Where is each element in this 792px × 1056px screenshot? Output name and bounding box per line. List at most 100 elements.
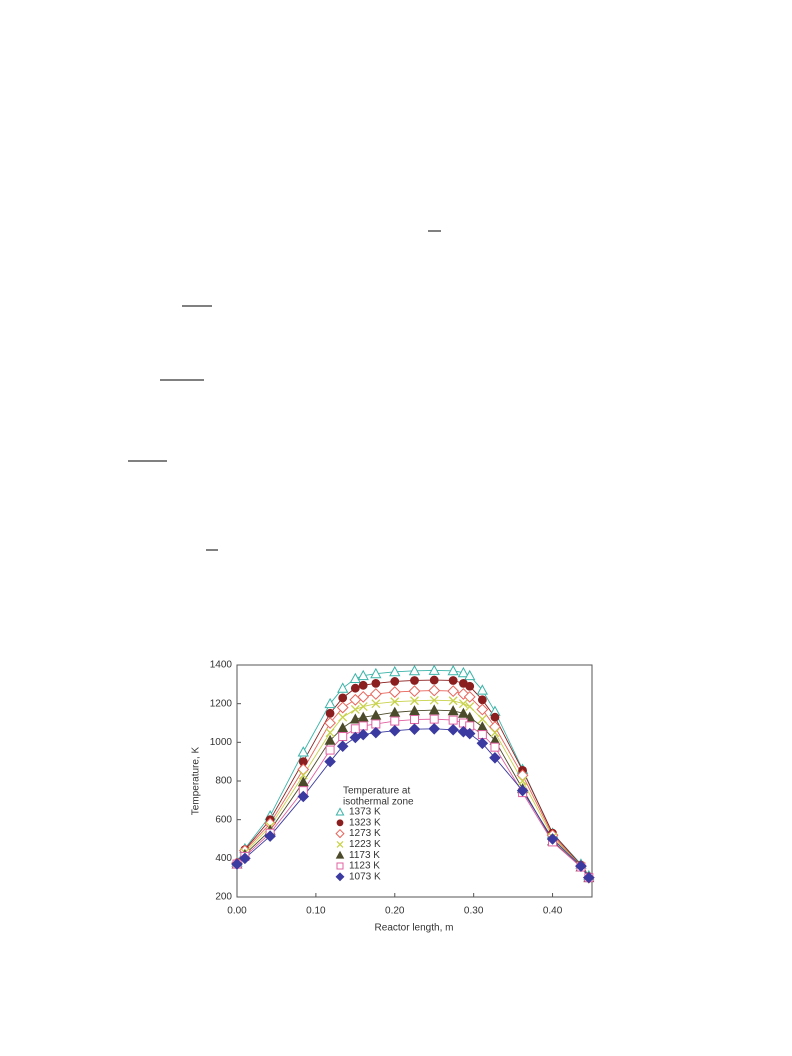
- marker: [428, 704, 440, 715]
- marker: [338, 693, 348, 703]
- legend-label: 1273 K: [349, 828, 381, 839]
- marker: [350, 705, 360, 714]
- marker: [457, 666, 470, 678]
- plot-frame: [236, 664, 593, 898]
- marker: [490, 728, 500, 738]
- marker: [410, 676, 419, 685]
- marker: [336, 701, 349, 714]
- marker: [350, 724, 360, 734]
- marker: [409, 705, 420, 716]
- marker: [457, 707, 469, 718]
- marker: [429, 675, 439, 685]
- marker: [546, 833, 559, 845]
- marker: [357, 669, 369, 681]
- marker: [358, 721, 368, 731]
- series-line: [236, 709, 590, 878]
- marker: [463, 690, 476, 703]
- marker: [408, 723, 421, 735]
- legend-marker: [336, 862, 344, 870]
- marker: [464, 669, 476, 681]
- legend-title: Temperature at: [343, 786, 410, 797]
- marker: [389, 724, 401, 737]
- marker: [324, 734, 336, 745]
- x-axis-label: Reactor length, m: [375, 923, 454, 934]
- marker: [231, 858, 243, 870]
- marker: [458, 699, 468, 709]
- marker: [447, 685, 460, 698]
- marker: [575, 860, 587, 872]
- y-tick-label: 1200: [210, 698, 233, 709]
- marker: [583, 871, 595, 884]
- marker: [357, 711, 369, 722]
- marker: [428, 664, 440, 675]
- marker: [390, 716, 400, 726]
- marker: [297, 790, 310, 803]
- y-tick-label: 1000: [210, 737, 233, 748]
- marker: [325, 728, 335, 738]
- marker: [357, 690, 370, 703]
- x-tick-label: 0.40: [543, 906, 563, 917]
- marker: [465, 681, 475, 691]
- marker: [477, 695, 487, 705]
- legend-marker: [335, 850, 345, 859]
- legend-marker: [336, 819, 344, 827]
- marker: [447, 705, 459, 716]
- marker: [349, 672, 361, 684]
- marker: [324, 697, 336, 709]
- marker: [370, 726, 382, 739]
- legend-label: 1073 K: [349, 871, 381, 882]
- y-tick-label: 400: [215, 853, 232, 864]
- marker: [518, 776, 528, 786]
- marker: [358, 680, 368, 690]
- legend-title: isothermal zone: [343, 797, 414, 808]
- marker: [429, 695, 439, 705]
- legend-label: 1323 K: [349, 817, 381, 828]
- marker: [463, 727, 476, 740]
- marker: [477, 730, 487, 740]
- y-tick-label: 1400: [210, 660, 233, 671]
- marker: [370, 667, 382, 679]
- legend-label: 1123 K: [349, 861, 380, 872]
- legend-label: 1223 K: [349, 839, 381, 850]
- y-tick-label: 800: [215, 776, 232, 787]
- marker: [476, 737, 489, 750]
- marker: [410, 696, 419, 706]
- marker: [388, 686, 401, 698]
- marker: [370, 709, 382, 720]
- marker: [349, 713, 361, 724]
- marker: [390, 677, 400, 686]
- marker: [490, 712, 500, 722]
- marker: [297, 746, 309, 757]
- marker: [297, 776, 309, 787]
- legend-marker: [335, 807, 345, 816]
- marker: [410, 715, 419, 725]
- marker: [465, 702, 475, 712]
- marker: [447, 664, 459, 676]
- y-tick-label: 600: [215, 814, 232, 825]
- marker: [298, 770, 308, 780]
- legend-label: 1173 K: [349, 850, 380, 861]
- marker: [337, 722, 349, 733]
- marker: [371, 719, 381, 729]
- marker: [408, 664, 421, 676]
- marker: [369, 688, 382, 700]
- marker: [477, 714, 487, 724]
- legend-label: 1373 K: [349, 807, 381, 818]
- marker: [489, 752, 501, 764]
- marker: [324, 755, 336, 768]
- marker: [448, 715, 458, 725]
- marker: [490, 742, 500, 752]
- marker: [428, 723, 440, 735]
- marker: [476, 684, 488, 695]
- marker: [337, 682, 349, 693]
- marker: [429, 714, 439, 724]
- marker: [448, 696, 458, 706]
- marker: [389, 665, 401, 677]
- marker: [476, 703, 489, 716]
- marker: [371, 699, 381, 709]
- marker: [489, 720, 501, 733]
- x-tick-label: 0.10: [306, 906, 326, 917]
- marker: [408, 685, 421, 698]
- marker: [338, 712, 348, 722]
